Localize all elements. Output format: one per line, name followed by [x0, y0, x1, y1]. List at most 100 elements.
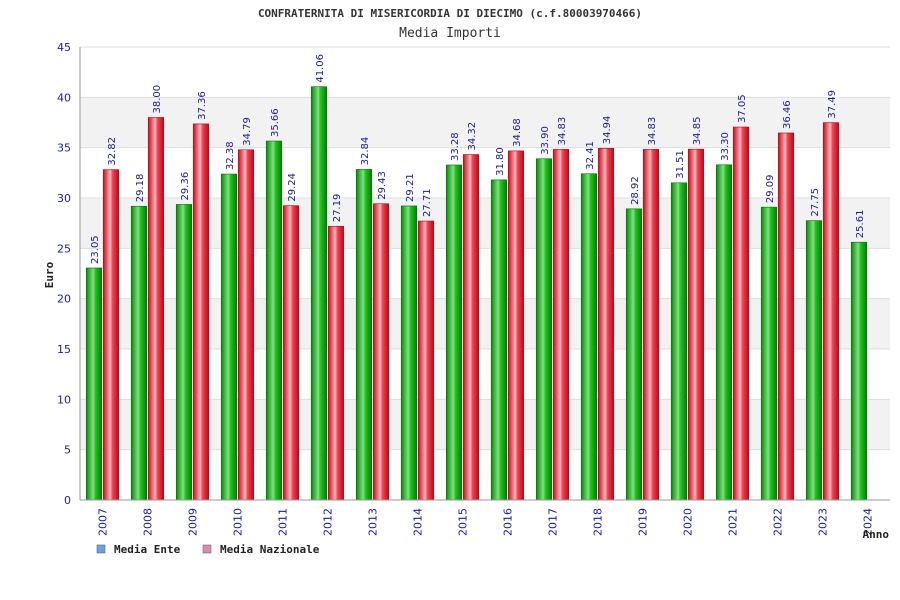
y-axis-ticks: 0 5 10 15 20 25 30 35 40 45: [57, 41, 71, 507]
y-tick-label: 45: [57, 41, 71, 54]
bar-media-nazionale-2021: [732, 126, 750, 501]
bar-media-ente-2008: [130, 205, 148, 501]
y-tick-label: 20: [57, 293, 71, 306]
value-label-media-ente-2012: 41.06: [315, 54, 326, 83]
bar-media-ente-2015: [445, 164, 463, 501]
y-tick-label: 25: [57, 242, 71, 255]
bar-media-ente-2009: [175, 204, 193, 501]
x-axis-ticks: 2007 2008 2009 2010 2011 2012 2013 2014 2015 2016…: [97, 508, 875, 536]
value-label-media-nazionale-2007: 32.82: [107, 137, 118, 166]
x-tick-label-2014: 2014: [412, 508, 425, 536]
value-label-media-ente-2024: 25.61: [855, 210, 866, 239]
value-label-media-ente-2007: 23.05: [90, 235, 101, 264]
value-label-media-nazionale-2013: 29.43: [377, 171, 388, 200]
x-tick-label-2008: 2008: [142, 508, 155, 536]
value-label-media-ente-2019: 28.92: [630, 176, 641, 205]
plot-band: [80, 97, 890, 148]
bars: [85, 86, 868, 501]
bar-media-ente-2011: [265, 140, 283, 501]
chart-title: CONFRATERNITA DI MISERICORDIA DI DIECIMO…: [258, 7, 642, 20]
value-label-media-nazionale-2023: 37.49: [827, 90, 838, 119]
bar-media-nazionale-2009: [192, 123, 210, 501]
y-tick-label: 35: [57, 142, 71, 155]
bar-media-nazionale-2015: [462, 154, 480, 501]
x-tick-label-2022: 2022: [772, 508, 785, 536]
plot-band: [80, 198, 890, 249]
bar-media-nazionale-2022: [777, 132, 795, 501]
bar-media-nazionale-2013: [372, 203, 390, 501]
value-label-media-nazionale-2015: 34.32: [467, 122, 478, 151]
value-label-media-nazionale-2010: 34.79: [242, 117, 253, 146]
value-label-media-ente-2014: 29.21: [405, 173, 416, 202]
grid-lines: [80, 46, 890, 501]
y-axis-label: Euro: [43, 261, 56, 288]
y-tick-label: 40: [57, 91, 71, 104]
plot-band: [80, 298, 890, 349]
plot-background: [80, 47, 890, 500]
bar-media-ente-2019: [625, 208, 643, 501]
x-tick-label-2023: 2023: [817, 508, 830, 536]
value-labels: 23.05 32.82 29.18 38.00 29.36 37.36 32.38 34.79…: [90, 54, 866, 264]
value-label-media-ente-2017: 33.90: [540, 126, 551, 155]
bar-media-nazionale-2020: [687, 148, 705, 501]
y-tick-label: 5: [64, 444, 71, 457]
x-tick-label-2015: 2015: [457, 508, 470, 536]
x-tick-label-2020: 2020: [682, 508, 695, 536]
bar-media-nazionale-2011: [282, 205, 300, 501]
bar-media-ente-2016: [490, 179, 508, 501]
legend-label-media-nazionale: Media Nazionale: [220, 543, 320, 556]
value-label-media-nazionale-2018: 34.94: [602, 116, 613, 145]
value-label-media-ente-2009: 29.36: [180, 172, 191, 201]
legend-swatch-media-ente: [96, 544, 106, 554]
x-tick-label-2019: 2019: [637, 508, 650, 536]
x-tick-label-2012: 2012: [322, 508, 335, 536]
x-axis-label: Anno: [863, 528, 890, 541]
bar-media-nazionale-2008: [147, 117, 165, 501]
value-label-media-ente-2020: 31.51: [675, 150, 686, 179]
value-label-media-nazionale-2009: 37.36: [197, 91, 208, 120]
bar-media-nazionale-2012: [327, 225, 345, 501]
axes: [79, 47, 890, 501]
x-tick-label-2018: 2018: [592, 508, 605, 536]
value-label-media-nazionale-2022: 36.46: [782, 100, 793, 129]
value-label-media-ente-2023: 27.75: [810, 188, 821, 217]
legend-label-media-ente: Media Ente: [114, 543, 181, 556]
y-tick-label: 15: [57, 343, 71, 356]
bar-media-nazionale-2010: [237, 149, 255, 501]
y-tick-label: 0: [64, 494, 71, 507]
bar-media-ente-2017: [535, 158, 553, 501]
bar-media-ente-2023: [805, 220, 823, 501]
y-tick-label: 30: [57, 192, 71, 205]
bar-media-ente-2010: [220, 173, 238, 501]
value-label-media-nazionale-2012: 27.19: [332, 194, 343, 223]
bar-media-nazionale-2019: [642, 149, 660, 501]
x-tick-label-2011: 2011: [277, 508, 290, 536]
bar-media-nazionale-2023: [822, 122, 840, 501]
value-label-media-nazionale-2014: 27.71: [422, 188, 433, 217]
bar-media-ente-2024: [850, 241, 868, 501]
x-tick-label-2017: 2017: [547, 508, 560, 536]
x-tick-label-2009: 2009: [187, 508, 200, 536]
x-tick-label-2013: 2013: [367, 508, 380, 536]
value-label-media-ente-2013: 32.84: [360, 137, 371, 166]
bar-media-ente-2021: [715, 164, 733, 501]
bar-media-ente-2013: [355, 169, 373, 501]
value-label-media-ente-2022: 29.09: [765, 175, 776, 204]
value-label-media-nazionale-2008: 38.00: [152, 85, 163, 114]
legend: Media Ente Media Nazionale: [96, 543, 320, 556]
bar-media-ente-2014: [400, 205, 418, 501]
x-tick-label-2007: 2007: [97, 508, 110, 536]
bar-media-ente-2012: [310, 86, 328, 501]
plot-band: [80, 399, 890, 450]
x-tick-label-2024: 2024: [862, 508, 875, 536]
bar-media-ente-2007: [85, 267, 103, 501]
legend-swatch-media-nazionale: [202, 544, 212, 554]
value-label-media-ente-2018: 32.41: [585, 141, 596, 170]
value-label-media-ente-2011: 35.66: [270, 108, 281, 137]
value-label-media-ente-2008: 29.18: [135, 174, 146, 203]
value-label-media-ente-2015: 33.28: [450, 132, 461, 161]
value-label-media-nazionale-2019: 34.83: [647, 117, 658, 146]
chart-subtitle: Media Importi: [399, 26, 501, 41]
x-tick-label-2016: 2016: [502, 508, 515, 536]
